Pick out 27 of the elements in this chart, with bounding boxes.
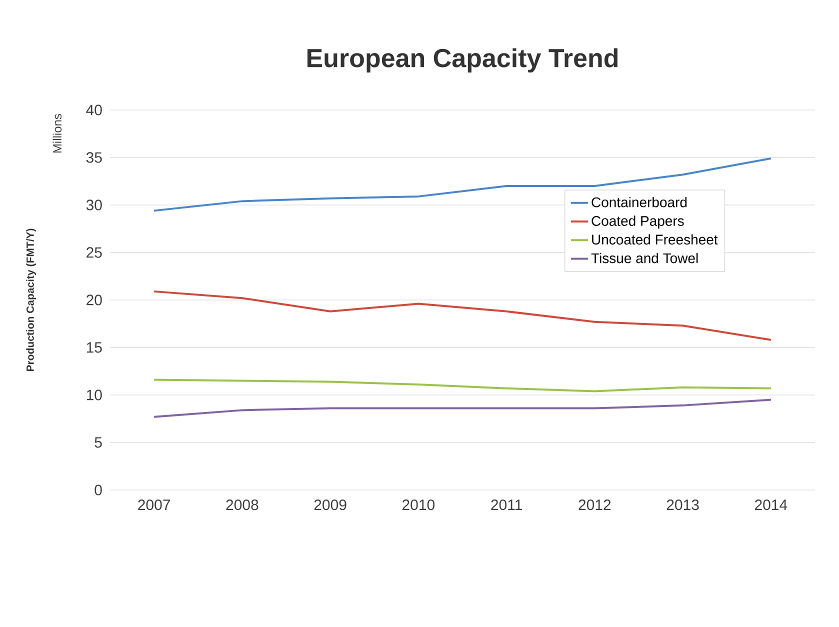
line-series bbox=[153, 378, 772, 392]
y-tick-label: 5 bbox=[94, 437, 102, 448]
x-tick-label: 2011 bbox=[491, 500, 522, 510]
legend-label: Uncoated Freesheet bbox=[592, 234, 718, 245]
legend-label: Containerboard bbox=[592, 196, 687, 208]
x-tick-label: 2010 bbox=[402, 500, 435, 510]
x-tick-label: 2009 bbox=[314, 500, 346, 510]
y-tick-label: 40 bbox=[86, 104, 102, 116]
y-tick-label: 10 bbox=[86, 390, 102, 400]
x-tick-label: 2007 bbox=[138, 500, 170, 510]
y-tick-label: 0 bbox=[94, 484, 102, 496]
legend-label: Tissue and Towel bbox=[591, 252, 698, 264]
y-tick-label: 20 bbox=[86, 294, 102, 306]
chart-title: European Capacity Trend bbox=[307, 48, 618, 72]
line-series bbox=[153, 290, 772, 341]
y-tick-label: 25 bbox=[86, 247, 102, 258]
y-tick-label: 30 bbox=[86, 200, 102, 210]
legend-label: Coated Papers bbox=[592, 216, 684, 229]
y-axis-title: Production Capacity (FMT/Y) bbox=[26, 228, 36, 372]
x-tick-label: 2008 bbox=[226, 500, 258, 510]
x-tick-label: 2013 bbox=[666, 500, 699, 510]
text: Millions bbox=[52, 114, 62, 153]
y-tick-label: 15 bbox=[86, 342, 102, 353]
x-tick-label: 2012 bbox=[578, 500, 611, 510]
y-tick-label: 35 bbox=[86, 152, 102, 163]
x-tick-label: 2014 bbox=[754, 500, 788, 510]
line-series bbox=[153, 157, 772, 212]
